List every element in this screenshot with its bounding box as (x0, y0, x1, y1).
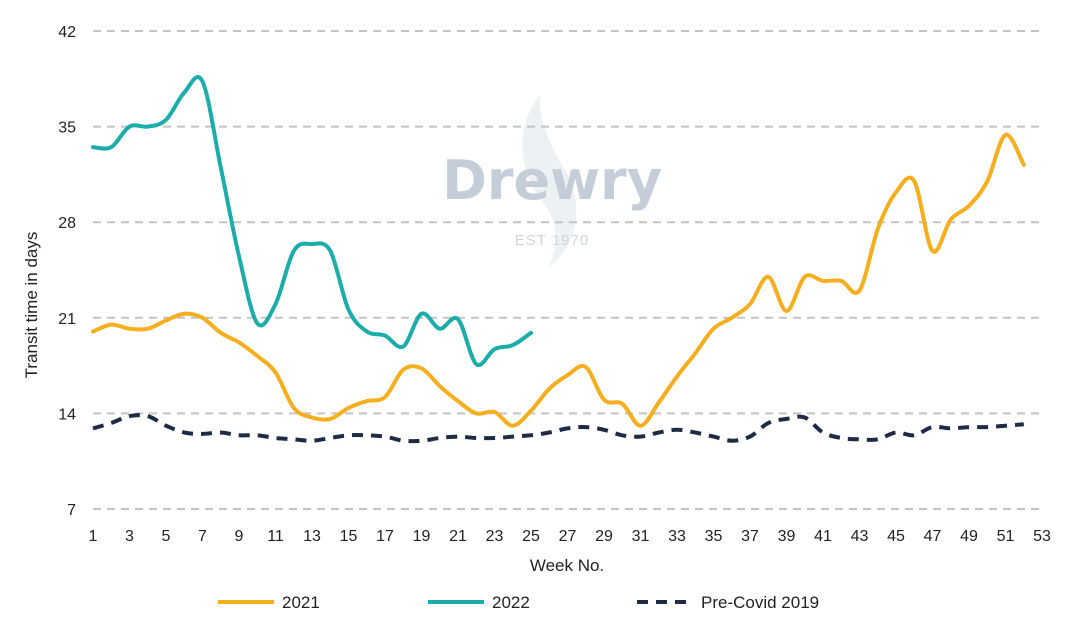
x-tick-label: 17 (376, 528, 394, 545)
drewry-watermark: Drewry EST 1970 (442, 95, 662, 268)
x-tick-label: 11 (267, 528, 284, 545)
x-tick-label: 49 (960, 528, 978, 545)
x-tick-label: 25 (522, 528, 540, 545)
series-line-2022 (91, 75, 533, 368)
watermark-name: Drewry (442, 149, 662, 212)
x-tick-label: 15 (340, 528, 358, 545)
x-axis-title: Week No. (530, 556, 604, 575)
x-tick-label: 27 (559, 528, 577, 545)
x-tick-label: 29 (595, 528, 613, 545)
x-tick-label: 41 (814, 528, 832, 545)
x-axis-ticks: 1 3 5 7 9 11 13 15 17 19 21 23 25 27 29 31 33 35 37 39 41 43 4… (89, 528, 1051, 545)
x-tick-label: 23 (486, 528, 504, 545)
y-tick-label: 28 (58, 215, 76, 232)
x-tick-label: 45 (887, 528, 905, 545)
legend-label: Pre-Covid 2019 (701, 593, 819, 612)
x-tick-label: 21 (449, 528, 467, 545)
legend-label: 2021 (282, 593, 320, 612)
x-tick-label: 13 (303, 528, 321, 545)
y-tick-label: 21 (58, 311, 76, 328)
x-tick-label: 7 (198, 528, 207, 545)
x-tick-label: 1 (89, 528, 98, 545)
x-tick-label: 51 (997, 528, 1015, 545)
y-axis-ticks: 7 14 21 28 35 42 (58, 24, 76, 519)
x-tick-label: 33 (668, 528, 686, 545)
flame-logo (522, 95, 577, 268)
series-lines (91, 75, 1026, 444)
x-tick-label: 5 (162, 528, 171, 545)
series-line-2021 (91, 132, 1026, 428)
y-tick-label: 7 (67, 502, 76, 519)
x-tick-label: 53 (1033, 528, 1051, 545)
x-tick-label: 3 (125, 528, 134, 545)
y-tick-label: 14 (58, 406, 76, 423)
y-axis-title: Transit time in days (22, 232, 41, 379)
gridlines (93, 30, 1042, 510)
watermark-sub: EST 1970 (515, 232, 589, 249)
legend: 2021 2022 Pre-Covid 2019 (218, 593, 819, 612)
y-tick-label: 35 (58, 120, 76, 137)
x-tick-label: 19 (413, 528, 431, 545)
x-tick-label: 47 (924, 528, 942, 545)
x-tick-label: 37 (741, 528, 759, 545)
x-tick-label: 9 (235, 528, 244, 545)
legend-label: 2022 (492, 593, 530, 612)
y-tick-label: 42 (58, 24, 76, 41)
x-tick-label: 43 (851, 528, 869, 545)
series-line-pre-covid-2019 (92, 413, 1024, 444)
x-tick-label: 35 (705, 528, 723, 545)
x-tick-label: 31 (632, 528, 650, 545)
x-tick-label: 39 (778, 528, 796, 545)
